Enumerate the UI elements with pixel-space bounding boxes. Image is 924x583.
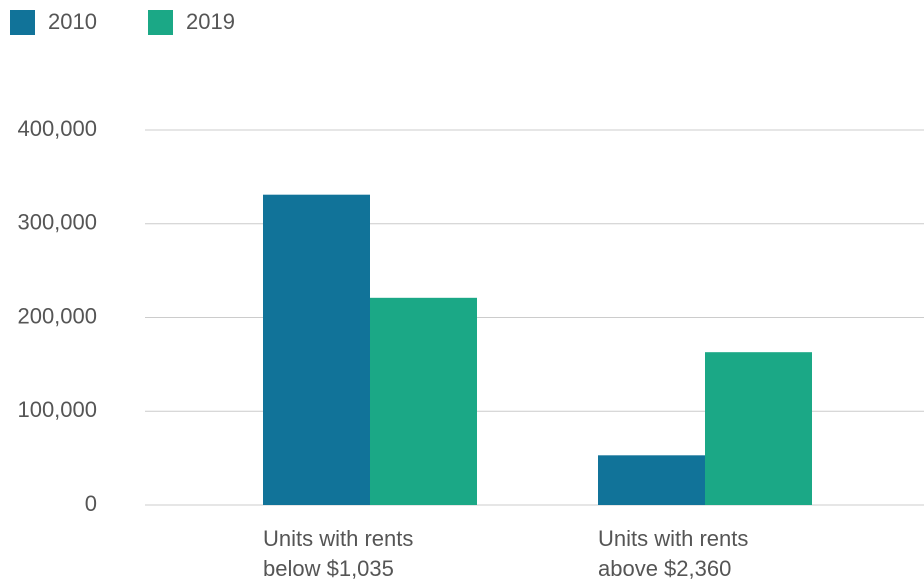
bar (263, 194, 370, 505)
y-tick-label: 300,000 (17, 210, 97, 235)
legend-swatch (10, 10, 35, 35)
y-tick-label: 200,000 (17, 303, 97, 328)
bar (370, 297, 477, 505)
bar (705, 352, 812, 505)
y-tick-label: 0 (85, 491, 97, 516)
legend-swatch (148, 10, 173, 35)
y-tick-label: 100,000 (17, 397, 97, 422)
x-tick-label: Units with rents above $2,360 (598, 526, 749, 581)
y-tick-label: 400,000 (17, 116, 97, 141)
x-tick-label: Units with rents below $1,035 (263, 526, 414, 581)
bar (598, 455, 705, 505)
legend-label: 2010 (48, 9, 97, 34)
legend-label: 2019 (186, 9, 235, 34)
